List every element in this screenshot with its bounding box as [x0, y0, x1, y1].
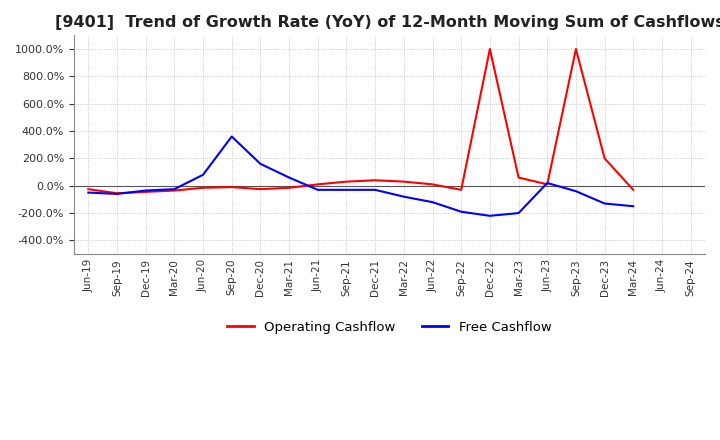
Free Cashflow	[285, 175, 294, 180]
Operating Cashflow	[457, 187, 466, 192]
Operating Cashflow	[199, 185, 207, 191]
Operating Cashflow	[228, 184, 236, 190]
Operating Cashflow	[285, 185, 294, 191]
Free Cashflow	[428, 199, 437, 205]
Operating Cashflow	[342, 179, 351, 184]
Free Cashflow	[485, 213, 494, 218]
Operating Cashflow	[629, 187, 638, 192]
Free Cashflow	[228, 134, 236, 139]
Operating Cashflow	[112, 191, 121, 196]
Free Cashflow	[400, 194, 408, 199]
Free Cashflow	[199, 172, 207, 177]
Free Cashflow	[342, 187, 351, 192]
Operating Cashflow	[543, 182, 552, 187]
Free Cashflow	[543, 180, 552, 186]
Operating Cashflow	[256, 187, 265, 192]
Line: Operating Cashflow: Operating Cashflow	[89, 49, 634, 193]
Title: [9401]  Trend of Growth Rate (YoY) of 12-Month Moving Sum of Cashflows: [9401] Trend of Growth Rate (YoY) of 12-…	[55, 15, 720, 30]
Operating Cashflow	[400, 179, 408, 184]
Operating Cashflow	[170, 188, 179, 193]
Free Cashflow	[572, 189, 580, 194]
Free Cashflow	[256, 161, 265, 166]
Free Cashflow	[371, 187, 379, 192]
Operating Cashflow	[141, 189, 150, 194]
Operating Cashflow	[514, 175, 523, 180]
Free Cashflow	[600, 201, 609, 206]
Operating Cashflow	[485, 46, 494, 51]
Operating Cashflow	[84, 187, 93, 192]
Free Cashflow	[313, 187, 322, 192]
Free Cashflow	[629, 204, 638, 209]
Free Cashflow	[112, 191, 121, 197]
Operating Cashflow	[371, 178, 379, 183]
Operating Cashflow	[572, 46, 580, 51]
Line: Free Cashflow: Free Cashflow	[89, 136, 634, 216]
Operating Cashflow	[313, 182, 322, 187]
Operating Cashflow	[600, 156, 609, 161]
Free Cashflow	[457, 209, 466, 214]
Legend: Operating Cashflow, Free Cashflow: Operating Cashflow, Free Cashflow	[222, 316, 557, 339]
Free Cashflow	[141, 188, 150, 193]
Free Cashflow	[514, 210, 523, 216]
Free Cashflow	[170, 187, 179, 192]
Free Cashflow	[84, 190, 93, 195]
Operating Cashflow	[428, 182, 437, 187]
